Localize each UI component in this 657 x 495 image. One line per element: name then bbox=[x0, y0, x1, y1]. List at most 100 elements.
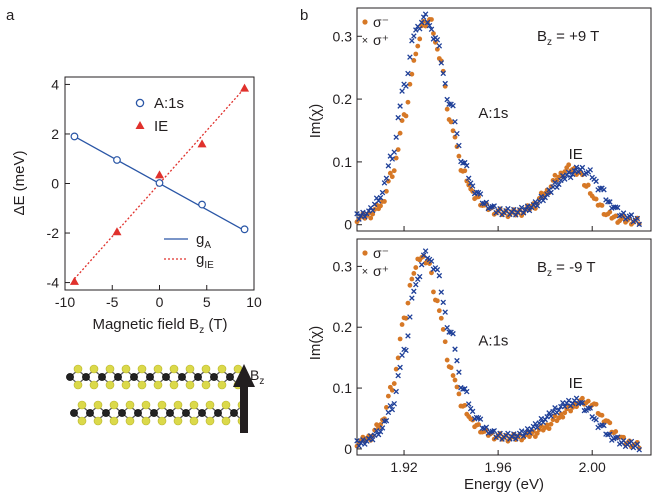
data-point-sigma-plus bbox=[554, 184, 560, 191]
data-point-sigma-plus bbox=[579, 399, 586, 406]
data-point-sigma-minus bbox=[448, 119, 454, 125]
data-point-sigma-plus bbox=[520, 210, 527, 216]
data-point-sigma-plus bbox=[542, 194, 548, 201]
data-point-sigma-plus bbox=[373, 427, 380, 434]
data-point-sigma-plus bbox=[540, 197, 546, 204]
data-point-sigma-plus bbox=[467, 180, 474, 186]
data-point-sigma-minus bbox=[556, 415, 562, 421]
data-point-sigma-minus bbox=[456, 153, 462, 159]
metal-atom bbox=[210, 373, 218, 381]
data-point-sigma-plus bbox=[520, 433, 527, 439]
data-point-sigma-plus bbox=[399, 352, 405, 358]
data-point-sigma-minus bbox=[434, 298, 440, 304]
data-point-sigma-plus bbox=[620, 437, 627, 444]
data-point-sigma-minus bbox=[556, 174, 562, 180]
data-point-sigma-plus bbox=[573, 164, 580, 171]
data-point-sigma-plus bbox=[436, 272, 443, 279]
data-point-sigma-plus bbox=[550, 408, 556, 415]
chalcogen-atom bbox=[93, 400, 103, 410]
data-point-sigma-plus bbox=[538, 193, 544, 200]
data-point-sigma-plus bbox=[562, 403, 568, 410]
data-point-sigma-plus bbox=[379, 189, 386, 196]
legend-marker-sigma-plus: × bbox=[362, 35, 368, 47]
data-point-sigma-plus bbox=[450, 330, 456, 337]
data-point-sigma-plus bbox=[411, 288, 417, 295]
chalcogen-atom bbox=[89, 380, 99, 390]
data-point-sigma-plus bbox=[377, 428, 384, 435]
data-point-sigma-plus bbox=[558, 177, 564, 184]
data-point-sigma-minus bbox=[405, 300, 411, 306]
data-point-sigma-plus bbox=[389, 156, 396, 162]
chalcogen-atom bbox=[169, 380, 179, 390]
data-point-sigma-plus bbox=[465, 401, 472, 407]
chalcogen-atom bbox=[105, 380, 115, 390]
data-point-sigma-plus bbox=[403, 347, 409, 354]
panel-b-top-ylabel: Im(χ) bbox=[307, 104, 324, 139]
data-point-sigma-plus bbox=[454, 357, 460, 364]
y-tick-label: 0.3 bbox=[333, 28, 353, 44]
chalcogen-atom bbox=[221, 416, 231, 426]
peak-label-ie: IE bbox=[569, 375, 583, 392]
data-point-sigma-plus bbox=[428, 26, 435, 33]
data-point-sigma-minus bbox=[391, 168, 397, 174]
legend-label-sigma-plus: σ⁺ bbox=[373, 32, 389, 48]
data-point-sigma-plus bbox=[356, 443, 362, 449]
chalcogen-atom bbox=[109, 416, 119, 426]
data-point-sigma-minus bbox=[389, 174, 395, 180]
data-point-sigma-minus bbox=[403, 113, 409, 119]
y-tick-label: 0 bbox=[344, 217, 352, 233]
data-point-sigma-plus bbox=[434, 267, 441, 273]
legend-label-sigma-minus: σ⁻ bbox=[373, 245, 389, 261]
data-point-sigma-plus bbox=[601, 422, 607, 429]
metal-atom bbox=[134, 409, 142, 417]
y-tick-label: 0 bbox=[51, 176, 59, 192]
data-point-sigma-minus bbox=[411, 271, 417, 276]
peak-label-a1s: A:1s bbox=[478, 332, 508, 349]
data-point-sigma-plus bbox=[397, 364, 403, 371]
data-point-sigma-plus bbox=[634, 215, 641, 222]
data-point-a1s bbox=[70, 132, 79, 141]
data-point-sigma-plus bbox=[628, 212, 635, 218]
data-point-sigma-plus bbox=[450, 103, 456, 109]
data-point-sigma-plus bbox=[438, 60, 445, 66]
data-point-sigma-plus bbox=[546, 410, 552, 416]
data-point-ie bbox=[69, 276, 79, 285]
data-point-sigma-plus bbox=[567, 174, 574, 181]
data-point-sigma-minus bbox=[438, 315, 444, 321]
data-point-sigma-minus bbox=[385, 178, 391, 184]
chalcogen-atom bbox=[105, 364, 115, 374]
data-point-sigma-plus bbox=[416, 25, 423, 32]
data-point-sigma-minus bbox=[393, 366, 399, 372]
data-point-sigma-minus bbox=[415, 43, 421, 49]
data-point-sigma-minus bbox=[434, 46, 440, 52]
data-point-sigma-plus bbox=[413, 27, 419, 33]
data-point-sigma-minus bbox=[399, 322, 405, 327]
data-point-sigma-plus bbox=[383, 175, 390, 182]
panel-b-bottom-chart: 0 0.1 0.2 0.3 1.92 1.96 2.00 Bz = -9 T A:1s IE σ⁻ ×… bbox=[307, 238, 652, 493]
data-point-sigma-minus bbox=[607, 420, 613, 426]
data-point-sigma-minus bbox=[450, 128, 456, 134]
data-point-sigma-minus bbox=[411, 58, 417, 63]
x-tick-label: 5 bbox=[203, 294, 211, 310]
chalcogen-atom bbox=[157, 400, 167, 410]
data-point-sigma-minus bbox=[560, 414, 566, 420]
x-tick-label: 1.96 bbox=[484, 459, 511, 475]
data-point-sigma-minus bbox=[585, 182, 591, 188]
data-point-sigma-plus bbox=[522, 206, 529, 213]
data-point-sigma-minus bbox=[378, 203, 383, 209]
panel-a-xlabel-sub: z bbox=[199, 325, 204, 336]
data-point-sigma-minus bbox=[409, 71, 415, 77]
data-point-sigma-plus bbox=[573, 395, 580, 402]
panel-b-top-chart: 0 0.1 0.2 0.3 Bz = +9 T A:1s IE σ⁻ × σ⁺ Im(χ) bbox=[307, 7, 652, 233]
data-point-sigma-plus bbox=[375, 198, 382, 204]
chalcogen-atom bbox=[153, 380, 163, 390]
data-point-ie bbox=[155, 170, 164, 179]
data-point-sigma-plus bbox=[442, 80, 448, 87]
data-point-sigma-plus bbox=[438, 289, 445, 295]
data-point-sigma-plus bbox=[614, 434, 621, 440]
data-point-sigma-plus bbox=[464, 388, 470, 395]
data-point-sigma-minus bbox=[384, 405, 389, 410]
data-point-sigma-plus bbox=[389, 406, 396, 413]
data-point-sigma-minus bbox=[421, 253, 427, 259]
y-tick-label: 0.2 bbox=[333, 91, 353, 107]
